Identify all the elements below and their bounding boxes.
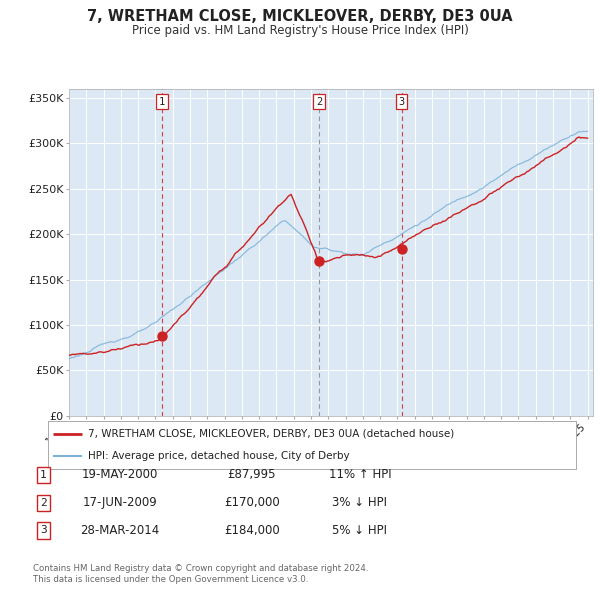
Text: Price paid vs. HM Land Registry's House Price Index (HPI): Price paid vs. HM Land Registry's House … <box>131 24 469 37</box>
Text: Contains HM Land Registry data © Crown copyright and database right 2024.: Contains HM Land Registry data © Crown c… <box>33 565 368 573</box>
Text: 19-MAY-2000: 19-MAY-2000 <box>82 468 158 481</box>
Text: £184,000: £184,000 <box>224 524 280 537</box>
Text: 2: 2 <box>316 97 322 107</box>
Text: £170,000: £170,000 <box>224 496 280 509</box>
Text: 11% ↑ HPI: 11% ↑ HPI <box>329 468 391 481</box>
Text: 2: 2 <box>40 498 47 507</box>
Text: 1: 1 <box>40 470 47 480</box>
Text: £87,995: £87,995 <box>228 468 276 481</box>
Text: 3: 3 <box>40 526 47 535</box>
Text: This data is licensed under the Open Government Licence v3.0.: This data is licensed under the Open Gov… <box>33 575 308 584</box>
Text: 1: 1 <box>159 97 165 107</box>
Text: 3% ↓ HPI: 3% ↓ HPI <box>332 496 388 509</box>
Text: 28-MAR-2014: 28-MAR-2014 <box>80 524 160 537</box>
Text: 7, WRETHAM CLOSE, MICKLEOVER, DERBY, DE3 0UA: 7, WRETHAM CLOSE, MICKLEOVER, DERBY, DE3… <box>87 9 513 24</box>
Text: 5% ↓ HPI: 5% ↓ HPI <box>332 524 388 537</box>
Text: 7, WRETHAM CLOSE, MICKLEOVER, DERBY, DE3 0UA (detached house): 7, WRETHAM CLOSE, MICKLEOVER, DERBY, DE3… <box>88 429 454 439</box>
Text: 17-JUN-2009: 17-JUN-2009 <box>83 496 157 509</box>
Text: HPI: Average price, detached house, City of Derby: HPI: Average price, detached house, City… <box>88 451 349 461</box>
Text: 3: 3 <box>398 97 405 107</box>
